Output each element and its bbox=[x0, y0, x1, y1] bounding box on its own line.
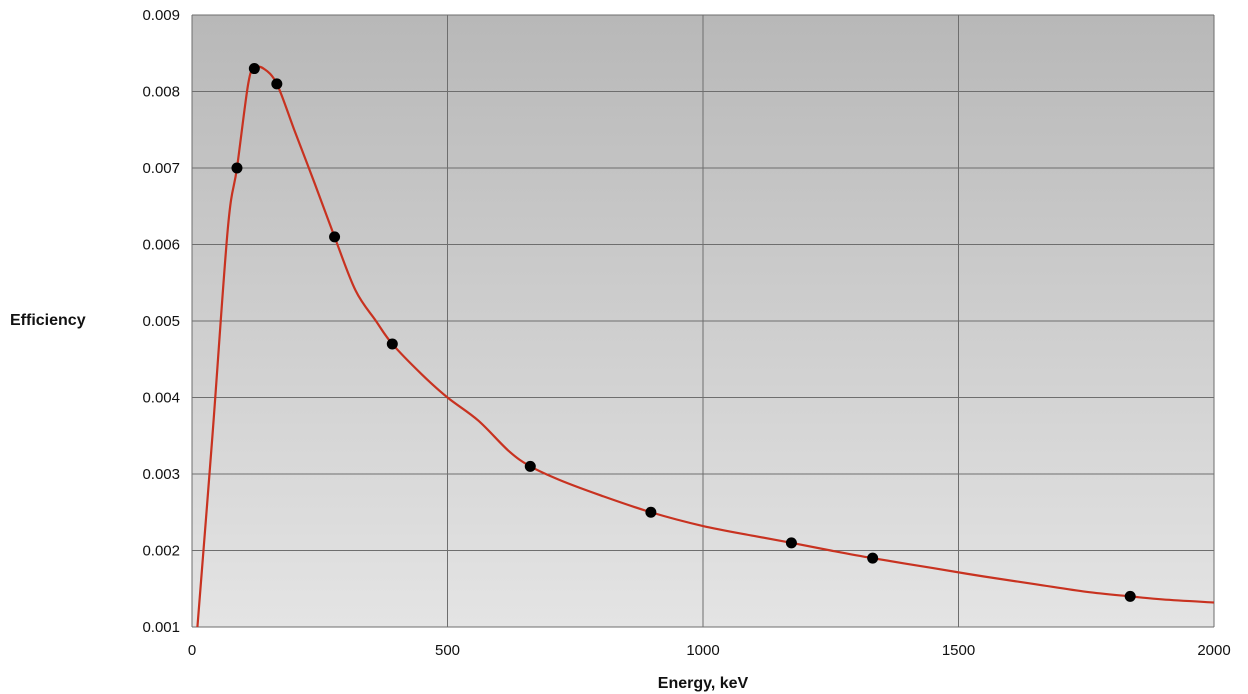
x-tick-label: 2000 bbox=[1197, 642, 1230, 659]
x-tick-label: 1000 bbox=[686, 642, 719, 659]
fit-curve-line bbox=[196, 65, 1214, 627]
y-tick-label: 0.002 bbox=[142, 543, 180, 560]
y-tick-label: 0.007 bbox=[142, 160, 180, 177]
y-tick-label: 0.008 bbox=[142, 84, 180, 101]
data-point bbox=[524, 460, 536, 472]
x-tick-label: 500 bbox=[435, 642, 460, 659]
x-axis-title: Energy, keV bbox=[658, 675, 749, 692]
grid-lines bbox=[191, 14, 1215, 628]
y-tick-label: 0.006 bbox=[142, 237, 180, 254]
x-tick-label: 1500 bbox=[942, 642, 975, 659]
y-tick-label: 0.003 bbox=[142, 466, 180, 483]
y-tick-label: 0.001 bbox=[142, 619, 180, 636]
y-tick-labels: 0.001 0.002 0.003 0.004 0.005 0.006 0.007 0.008… bbox=[142, 7, 180, 636]
y-tick-label: 0.005 bbox=[142, 313, 180, 330]
data-point bbox=[248, 63, 260, 75]
y-tick-label: 0.004 bbox=[142, 390, 180, 407]
data-point bbox=[271, 78, 283, 90]
data-point bbox=[386, 338, 398, 350]
x-tick-labels: 0 500 1000 1500 2000 bbox=[188, 642, 1231, 659]
data-point bbox=[1124, 590, 1136, 602]
y-tick-label: 0.009 bbox=[142, 7, 180, 24]
x-tick-label: 0 bbox=[188, 642, 196, 659]
y-axis-title: Efficiency bbox=[10, 312, 86, 329]
data-points bbox=[231, 63, 1136, 602]
data-point bbox=[645, 506, 657, 518]
data-point bbox=[785, 537, 797, 549]
data-point bbox=[867, 552, 879, 564]
data-point bbox=[231, 162, 243, 174]
data-point bbox=[329, 231, 341, 243]
